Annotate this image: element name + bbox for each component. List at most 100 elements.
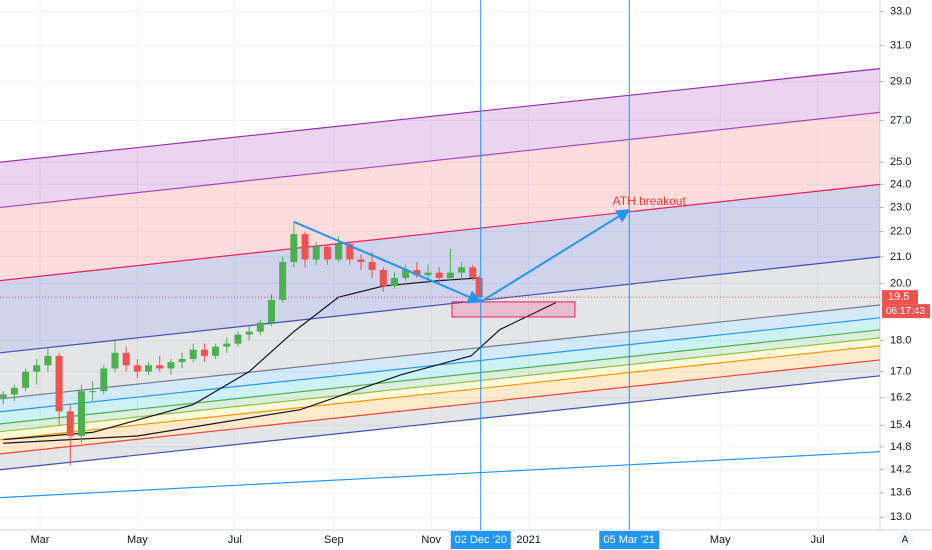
last-price-label: 19.5 <box>888 291 909 303</box>
candle-body <box>346 244 354 260</box>
band-fill <box>0 337 880 440</box>
candle-body <box>390 277 398 287</box>
moving-average <box>3 277 480 441</box>
candle-body <box>189 349 197 359</box>
band-fill <box>0 184 880 353</box>
y-tick-label: 23.0 <box>890 201 911 213</box>
moving-average <box>3 302 557 444</box>
candle-body <box>424 272 432 276</box>
arrow <box>480 208 631 303</box>
candle-body <box>413 269 421 276</box>
y-tick-label: 27.0 <box>890 114 911 126</box>
x-tick-label: Mar <box>30 534 49 546</box>
candle-body <box>475 277 483 298</box>
candle-body <box>446 272 454 278</box>
candle-body <box>156 365 164 369</box>
candle-body <box>200 349 208 356</box>
candle-body <box>44 355 52 366</box>
channel-line <box>0 68 881 163</box>
candles <box>0 221 483 466</box>
marker-label: 02 Dec '20 <box>455 534 507 546</box>
countdown-label: 06:17:43 <box>886 306 925 317</box>
channel-line <box>0 304 881 400</box>
candle-body <box>212 346 220 356</box>
channels <box>0 68 881 499</box>
channel-line <box>0 451 881 499</box>
channel-line <box>0 345 881 441</box>
candle-body <box>256 322 264 332</box>
y-tick-label: 25.0 <box>890 156 911 168</box>
candle-body <box>379 269 387 287</box>
candle-body <box>167 362 175 369</box>
candle-body <box>290 234 298 263</box>
candle-body <box>133 365 141 372</box>
candle-body <box>323 246 331 260</box>
axes: 13.0 13.6 14.2 14.8 15.4 16.2 17.0 18.0 20.0 21.0… <box>30 5 930 549</box>
auto-scale-button[interactable] <box>897 531 913 547</box>
channel-line <box>0 329 881 425</box>
candle-body <box>100 368 108 392</box>
candle-body <box>89 391 97 393</box>
candle-body <box>458 267 466 273</box>
marker-label-box <box>599 531 660 549</box>
last-price-box <box>882 290 918 305</box>
x-tick-label: May <box>710 534 731 546</box>
candle-body <box>77 391 85 436</box>
y-tick-label: 22.0 <box>890 226 911 238</box>
drawings: ATH breakout <box>0 0 880 530</box>
x-tick-label: May <box>127 534 148 546</box>
candle-body <box>66 411 74 436</box>
y-tick-label: 33.0 <box>890 5 911 17</box>
annotation: ATH breakout <box>613 194 687 208</box>
y-tick-label: 21.0 <box>890 251 911 263</box>
candle-body <box>22 371 30 388</box>
band-fill <box>0 359 880 470</box>
candle-body <box>234 334 242 344</box>
candle-body <box>402 269 410 278</box>
channel-line <box>0 183 881 282</box>
channel-line <box>0 111 881 209</box>
candle-body <box>368 262 376 270</box>
y-tick-label: 18.0 <box>890 334 911 346</box>
candle-body <box>145 365 153 372</box>
candle-body <box>0 394 7 398</box>
band-fill <box>0 345 880 454</box>
y-tick-label: 14.2 <box>890 463 911 475</box>
channel-line <box>0 256 881 354</box>
arrow <box>293 220 483 304</box>
candle-body <box>55 355 63 412</box>
candle-body <box>312 246 320 260</box>
candle-body <box>268 299 276 323</box>
channel-line <box>0 375 881 471</box>
band-fill <box>0 112 880 281</box>
band-fill <box>0 317 880 424</box>
band-fill <box>0 256 880 399</box>
candle-body <box>435 272 443 278</box>
y-tick-label: 24.0 <box>890 178 911 190</box>
candle-body <box>335 244 343 260</box>
candle-body <box>245 331 253 335</box>
y-tick-label: 17.0 <box>890 366 911 378</box>
candle-body <box>122 352 130 366</box>
x-tick-label: Jul <box>228 534 242 546</box>
y-tick-label: 31.0 <box>890 39 911 51</box>
indicators <box>3 277 557 444</box>
candle-body <box>178 358 186 363</box>
y-tick-label: 20.0 <box>890 277 911 289</box>
auto-scale-label: A <box>902 535 909 546</box>
x-tick-label: 2021 <box>516 534 540 546</box>
candle-body <box>469 267 477 278</box>
x-tick-label: Sep <box>324 534 344 546</box>
marker-label-box <box>450 531 511 549</box>
channel-line <box>0 359 881 455</box>
band-fill <box>0 68 880 208</box>
y-tick-label: 29.0 <box>890 75 911 87</box>
candle-body <box>279 262 287 300</box>
y-tick-label: 15.4 <box>890 419 911 431</box>
candle-body <box>301 234 309 260</box>
y-tick-label: 16.2 <box>890 392 911 404</box>
x-tick-label: Nov <box>421 534 441 546</box>
band-fill <box>0 329 880 432</box>
candle-body <box>223 343 231 347</box>
x-tick-label: Jul <box>811 534 825 546</box>
